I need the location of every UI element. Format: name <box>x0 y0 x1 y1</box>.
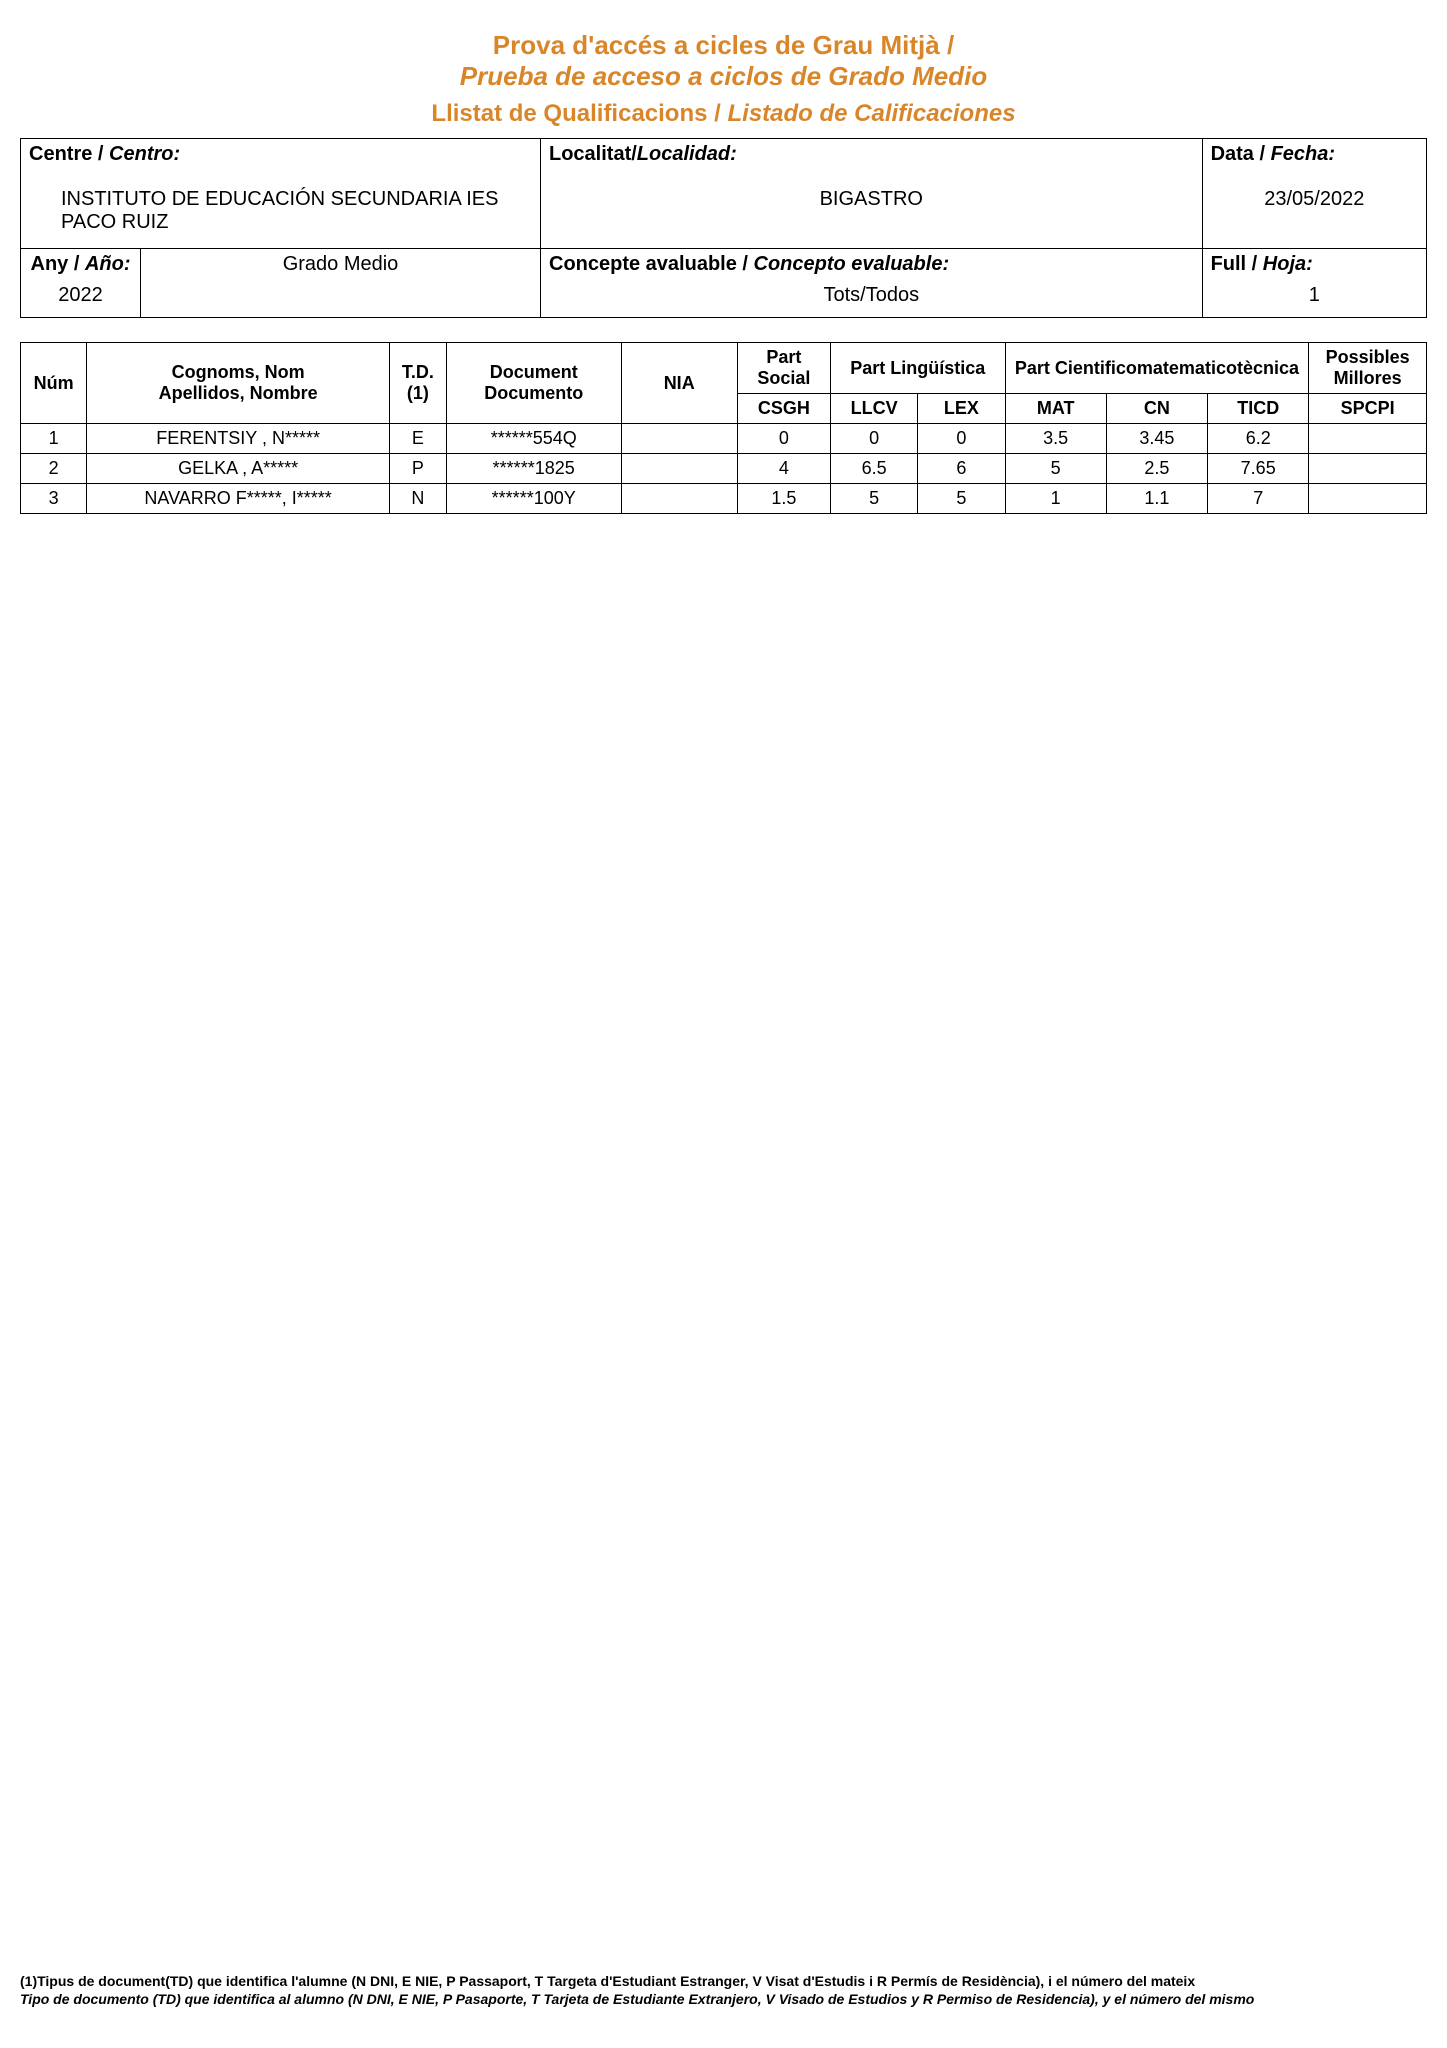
cell-td: N <box>389 484 446 514</box>
cell-ticd: 7.65 <box>1208 454 1309 484</box>
cell-spcpi <box>1309 484 1427 514</box>
footnote-line1: (1)Tipus de document(TD) que identifica … <box>20 1972 1427 1990</box>
cell-ticd: 6.2 <box>1208 424 1309 454</box>
cell-lex: 5 <box>918 484 1005 514</box>
cell-llcv: 5 <box>830 484 917 514</box>
table-row: 3NAVARRO F*****, I*****N******100Y1.5551… <box>21 484 1427 514</box>
subtitle-es: Listado de Calificaciones <box>727 100 1015 127</box>
cell-nia <box>621 424 737 454</box>
cell-mat: 1 <box>1005 484 1106 514</box>
header-block: Prova d'accés a cicles de Grau Mitjà / P… <box>20 30 1427 128</box>
cell-cn: 1.1 <box>1106 484 1207 514</box>
cell-csgh: 4 <box>737 454 830 484</box>
any-label: Any / Año: <box>31 253 131 275</box>
col-part-social: Part Social <box>737 343 830 394</box>
cell-cn: 2.5 <box>1106 454 1207 484</box>
title-es: Prueba de acceso a ciclos de Grado Medio <box>20 61 1427 92</box>
cell-nia <box>621 454 737 484</box>
concepte-value: Tots/Todos <box>541 280 1203 318</box>
grado-value: Grado Medio <box>141 249 541 318</box>
info-table: Centre / Centro: Localitat/Localidad: Da… <box>20 138 1427 318</box>
cell-mat: 5 <box>1005 454 1106 484</box>
cell-doc: ******100Y <box>446 484 621 514</box>
table-row: 2GELKA , A*****P******1825 46.5652.57.65 <box>21 454 1427 484</box>
col-ticd: TICD <box>1208 394 1309 424</box>
col-document: Document Documento <box>446 343 621 424</box>
col-csgh: CSGH <box>737 394 830 424</box>
footnote-line2: Tipo de documento (TD) que identifica al… <box>20 1990 1427 2008</box>
subtitle: Llistat de Qualificacions / Listado de C… <box>20 100 1427 128</box>
cell-ticd: 7 <box>1208 484 1309 514</box>
cell-spcpi <box>1309 454 1427 484</box>
cell-mat: 3.5 <box>1005 424 1106 454</box>
cell-doc: ******554Q <box>446 424 621 454</box>
col-spcpi: SPCPI <box>1309 394 1427 424</box>
cell-name: GELKA , A***** <box>87 454 390 484</box>
cell-lex: 0 <box>918 424 1005 454</box>
full-value: 1 <box>1202 280 1426 318</box>
cell-td: E <box>389 424 446 454</box>
concepte-label: Concepte avaluable / Concepto evaluable: <box>549 253 949 275</box>
cell-llcv: 6.5 <box>830 454 917 484</box>
col-part-ling: Part Lingüística <box>830 343 1005 394</box>
localitat-label: Localitat/Localidad: <box>549 143 737 165</box>
centre-label: Centre / Centro: <box>29 143 180 165</box>
col-llcv: LLCV <box>830 394 917 424</box>
col-nia: NIA <box>621 343 737 424</box>
col-mat: MAT <box>1005 394 1106 424</box>
cell-cn: 3.45 <box>1106 424 1207 454</box>
title-ca: Prova d'accés a cicles de Grau Mitjà / <box>20 30 1427 61</box>
grades-table: Núm Cognoms, Nom Apellidos, Nombre T.D. … <box>20 342 1427 514</box>
cell-num: 2 <box>21 454 87 484</box>
cell-td: P <box>389 454 446 484</box>
col-num: Núm <box>21 343 87 424</box>
cell-spcpi <box>1309 424 1427 454</box>
any-value: 2022 <box>21 280 141 318</box>
cell-name: FERENTSIY , N***** <box>87 424 390 454</box>
footnote: (1)Tipus de document(TD) que identifica … <box>20 1972 1427 2008</box>
col-name: Cognoms, Nom Apellidos, Nombre <box>87 343 390 424</box>
col-part-cient: Part Cientificomatematicotècnica <box>1005 343 1309 394</box>
cell-lex: 6 <box>918 454 1005 484</box>
cell-num: 1 <box>21 424 87 454</box>
table-row: 1FERENTSIY , N*****E******554Q0003.53.45… <box>21 424 1427 454</box>
col-td: T.D. (1) <box>389 343 446 424</box>
full-label: Full / Hoja: <box>1211 253 1313 275</box>
subtitle-ca: Llistat de Qualificacions / <box>431 100 727 127</box>
cell-csgh: 1.5 <box>737 484 830 514</box>
col-possibles: Possibles Millores <box>1309 343 1427 394</box>
cell-num: 3 <box>21 484 87 514</box>
data-label: Data / Fecha: <box>1211 143 1336 165</box>
cell-llcv: 0 <box>830 424 917 454</box>
cell-nia <box>621 484 737 514</box>
centre-value: INSTITUTO DE EDUCACIÓN SECUNDARIA IES PA… <box>21 170 541 249</box>
col-lex: LEX <box>918 394 1005 424</box>
col-cn: CN <box>1106 394 1207 424</box>
cell-csgh: 0 <box>737 424 830 454</box>
data-value: 23/05/2022 <box>1202 170 1426 249</box>
localitat-value: BIGASTRO <box>541 170 1203 249</box>
cell-name: NAVARRO F*****, I***** <box>87 484 390 514</box>
cell-doc: ******1825 <box>446 454 621 484</box>
